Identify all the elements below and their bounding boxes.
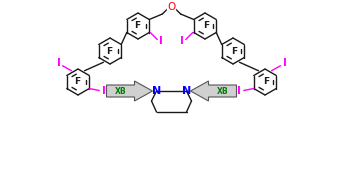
Polygon shape xyxy=(106,81,153,101)
Text: F: F xyxy=(106,46,112,56)
Text: N: N xyxy=(152,86,161,96)
Text: I: I xyxy=(283,58,286,68)
Text: XB: XB xyxy=(115,87,126,95)
Text: F: F xyxy=(231,46,237,56)
Text: I: I xyxy=(57,58,60,68)
Polygon shape xyxy=(190,81,237,101)
Text: I: I xyxy=(237,85,241,95)
Text: N: N xyxy=(182,86,191,96)
Text: F: F xyxy=(203,22,209,30)
Text: F: F xyxy=(263,77,269,87)
Text: O: O xyxy=(167,2,176,12)
Text: I: I xyxy=(180,36,184,46)
Text: F: F xyxy=(134,22,140,30)
Text: F: F xyxy=(74,77,80,87)
Text: XB: XB xyxy=(217,87,228,95)
Text: I: I xyxy=(102,85,106,95)
Text: I: I xyxy=(159,36,163,46)
